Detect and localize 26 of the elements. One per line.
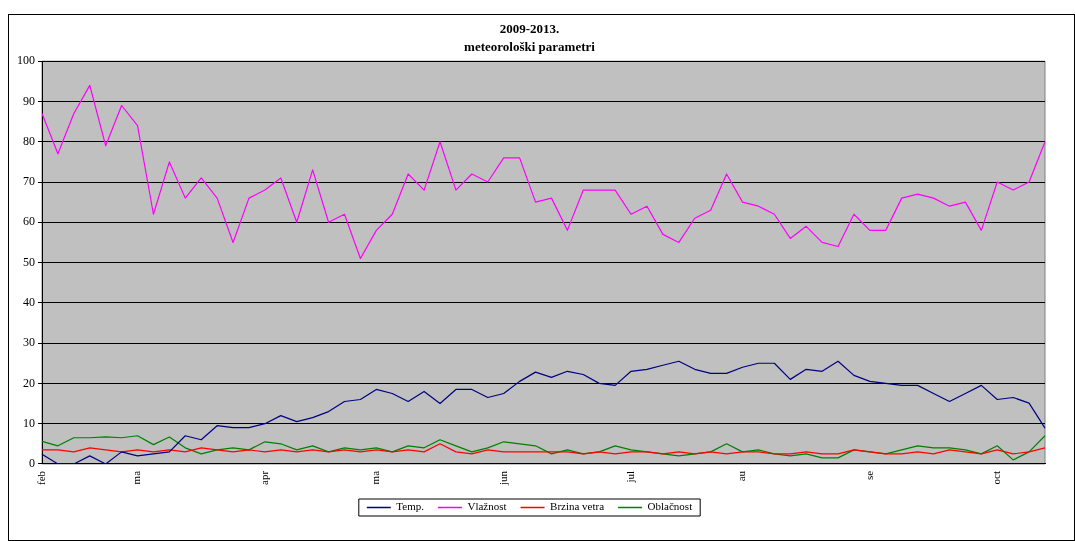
y-tick-label: 60 (23, 214, 35, 229)
legend-label: Vlažnost (467, 500, 507, 513)
legend-label: Oblačnost (647, 500, 693, 513)
legend-label: Brzina vetra (550, 500, 605, 513)
legend-label: Temp. (396, 500, 425, 513)
chart-title: 2009-2013. (499, 21, 560, 37)
y-tick-label: 80 (23, 133, 35, 148)
x-tick-label: se (862, 470, 875, 481)
y-tick-label: 10 (23, 415, 35, 430)
x-tick-label: jun (496, 470, 509, 487)
x-tick-label: jul (623, 470, 636, 484)
y-tick-label: 50 (23, 254, 35, 269)
x-tick-label: oct (990, 470, 1003, 485)
y-tick-label: 100 (17, 53, 35, 68)
x-tick-label: ma (130, 470, 143, 485)
x-tick-label: apr (257, 470, 270, 485)
x-tick-label: au (735, 470, 748, 482)
y-tick-label: 0 (29, 456, 35, 471)
y-tick-label: 20 (23, 375, 35, 390)
y-tick-label: 40 (23, 295, 35, 309)
chart-subtitle: meteorološki parametri (464, 38, 596, 54)
y-tick-label: 90 (23, 93, 35, 108)
x-tick-label: feb (34, 470, 47, 485)
y-tick-label: 70 (23, 174, 35, 189)
x-tick-label: ma (369, 470, 382, 485)
y-tick-label: 30 (23, 335, 35, 350)
